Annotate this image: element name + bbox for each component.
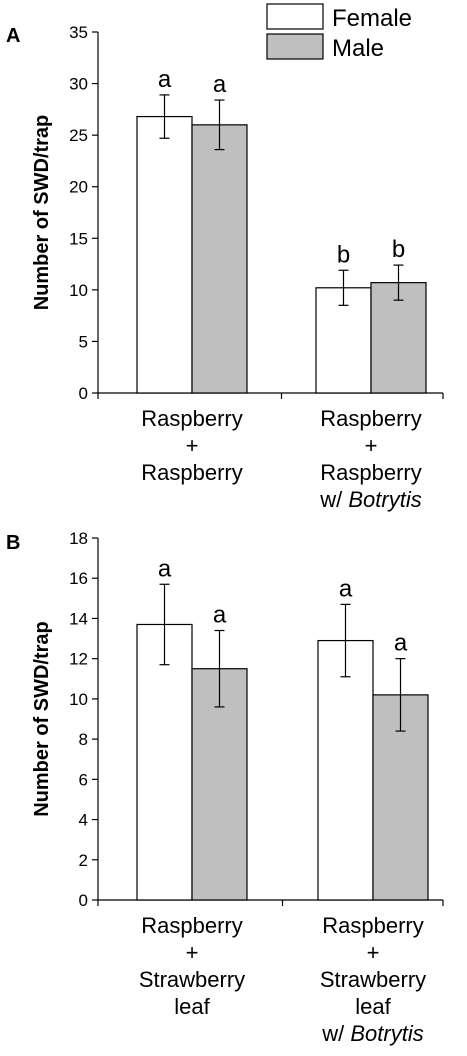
y-tick-label: 6 <box>79 770 88 789</box>
significance-letter: b <box>392 236 405 263</box>
legend-swatch-male <box>266 33 324 60</box>
x-category-label-line: Strawberry <box>320 967 426 992</box>
x-category-label-line: Raspberry <box>320 406 421 431</box>
x-category-label-line: + <box>186 433 199 458</box>
x-category-label-line: Raspberry <box>320 460 421 485</box>
y-tick-label: 10 <box>69 690 88 709</box>
x-category-label-line: + <box>186 940 199 965</box>
significance-letter: a <box>158 555 172 582</box>
significance-letter: a <box>213 602 227 629</box>
x-category-label-line: Raspberry <box>141 460 242 485</box>
panel-label: A <box>6 25 20 47</box>
x-category-label-line: Raspberry <box>322 913 423 938</box>
y-tick-label: 18 <box>69 529 88 548</box>
chart-panel-a: A Number of SWD/trap 0 5 10 15 20 25 30 35 a b a b Ras… <box>6 23 444 512</box>
bar-female <box>136 623 193 901</box>
y-tick-label: 4 <box>79 811 88 830</box>
x-category-prefix: w/ <box>319 487 348 512</box>
y-tick-label: 16 <box>69 569 88 588</box>
x-category-label-line: + <box>367 940 380 965</box>
significance-letter: a <box>213 71 227 98</box>
significance-letter: a <box>394 630 408 657</box>
x-category-label-treatment: w/ Botrytis <box>319 487 421 512</box>
y-tick-label: 0 <box>79 384 88 403</box>
y-tick-label: 0 <box>79 891 88 910</box>
y-tick-label: 10 <box>69 281 88 300</box>
y-tick-label: 25 <box>69 126 88 145</box>
x-category-prefix: w/ <box>321 1021 350 1046</box>
y-tick-label: 2 <box>79 851 88 870</box>
y-axis-label: Number of SWD/trap <box>31 621 53 817</box>
x-category-italic: Botrytis <box>348 487 421 512</box>
significance-letter: b <box>337 241 350 268</box>
legend: Female Male <box>266 3 412 62</box>
y-tick-label: 30 <box>69 75 88 94</box>
y-tick-label: 12 <box>69 650 88 669</box>
chart-panel-b: B Number of SWD/trap 0 2 4 6 8 10 12 14 16 18 a a a a Ra… <box>6 529 444 1046</box>
bar-female <box>315 287 372 394</box>
x-category-label-treatment: w/ Botrytis <box>321 1021 423 1046</box>
legend-label-male: Male <box>332 35 384 62</box>
panel-label: B <box>6 532 20 554</box>
significance-letter: a <box>158 66 172 93</box>
x-category-label-line: leaf <box>355 994 391 1019</box>
x-category-label-line: leaf <box>174 994 210 1019</box>
bar-male <box>191 124 248 394</box>
x-category-label-line: + <box>365 433 378 458</box>
y-axis-label: Number of SWD/trap <box>31 115 53 311</box>
x-category-label-line: Raspberry <box>141 913 242 938</box>
significance-letter: a <box>339 575 353 602</box>
bar-female <box>317 639 374 901</box>
y-tick-label: 35 <box>69 23 88 42</box>
bar-male <box>370 282 427 394</box>
y-tick-label: 5 <box>79 332 88 351</box>
x-category-label-line: Strawberry <box>139 967 245 992</box>
legend-label-female: Female <box>332 5 412 32</box>
x-category-label-line: Raspberry <box>141 406 242 431</box>
y-tick-label: 8 <box>79 730 88 749</box>
bar-female <box>136 115 193 394</box>
y-tick-label: 14 <box>69 609 88 628</box>
legend-swatch-female <box>266 3 324 30</box>
y-tick-label: 15 <box>69 229 88 248</box>
x-category-italic: Botrytis <box>350 1021 423 1046</box>
y-tick-label: 20 <box>69 178 88 197</box>
